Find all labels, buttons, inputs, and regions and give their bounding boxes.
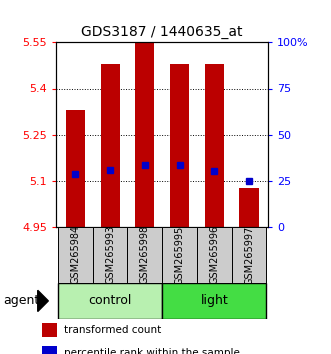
Text: GSM265984: GSM265984 (71, 225, 80, 285)
Text: percentile rank within the sample: percentile rank within the sample (64, 348, 240, 354)
Bar (93, 227, 127, 283)
Bar (239, 188, 259, 227)
Title: GDS3187 / 1440635_at: GDS3187 / 1440635_at (81, 25, 243, 39)
Bar (170, 64, 189, 227)
Bar (101, 64, 119, 227)
Text: GSM265996: GSM265996 (209, 225, 219, 285)
Text: GSM265993: GSM265993 (105, 225, 115, 285)
Text: agent: agent (3, 295, 40, 307)
Bar (58, 283, 162, 319)
Text: control: control (88, 295, 132, 307)
Bar (135, 42, 154, 227)
Bar (58, 227, 93, 283)
Text: light: light (200, 295, 228, 307)
Bar (162, 227, 197, 283)
Text: transformed count: transformed count (64, 325, 162, 335)
Bar (42, 323, 57, 337)
Bar (162, 283, 266, 319)
Bar (232, 227, 266, 283)
Text: GSM265995: GSM265995 (174, 225, 185, 285)
Text: GSM265997: GSM265997 (244, 225, 254, 285)
Text: GSM265998: GSM265998 (140, 225, 150, 285)
Bar (197, 227, 232, 283)
Bar (127, 227, 162, 283)
Polygon shape (38, 290, 48, 312)
Bar (66, 110, 85, 227)
Bar (42, 346, 57, 354)
Bar (205, 64, 224, 227)
